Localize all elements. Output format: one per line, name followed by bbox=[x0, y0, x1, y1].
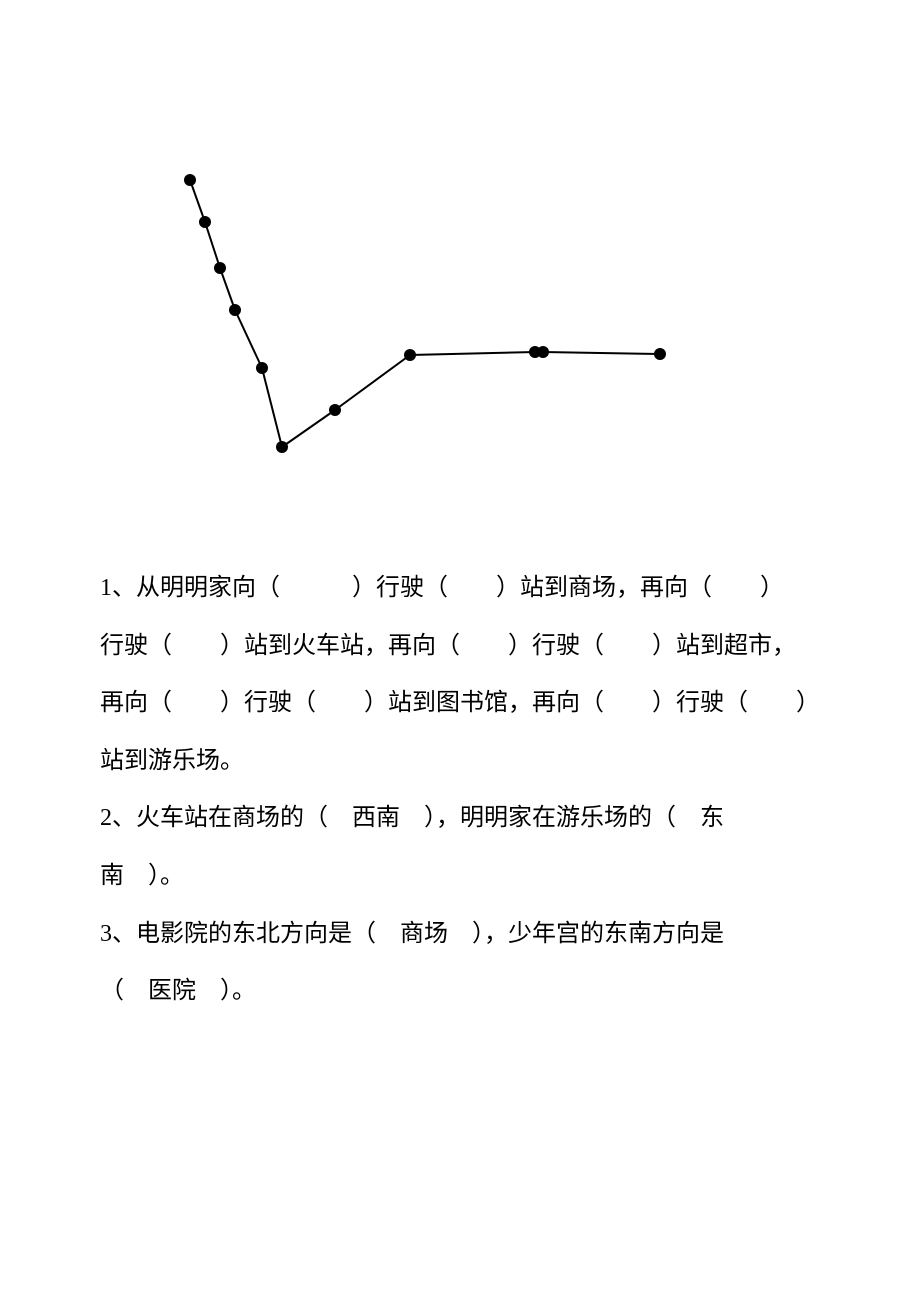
blank bbox=[172, 675, 220, 733]
q1-l4: 站到游乐场。 bbox=[100, 748, 244, 774]
q1-l3-seg2: ）站到图书馆，再向（ bbox=[364, 690, 604, 716]
q2-answer1: 西南 bbox=[352, 805, 400, 831]
route-node bbox=[256, 362, 268, 374]
q1-l2-seg3: ）站到超市， bbox=[652, 633, 796, 659]
route-node bbox=[404, 349, 416, 361]
q3-prefix: 3、电影院的东北方向是（ bbox=[100, 921, 376, 947]
route-node bbox=[199, 216, 211, 228]
q1-prefix: 1、从明明家向（ bbox=[100, 575, 280, 601]
q3-l2-suffix: ）。 bbox=[220, 978, 256, 1004]
blank bbox=[172, 618, 220, 676]
q3-mid: ），少年宫的东南方向是 bbox=[472, 921, 724, 947]
route-node bbox=[276, 441, 288, 453]
route-edge bbox=[205, 222, 220, 268]
q1-l3-prefix: 再向（ bbox=[100, 690, 172, 716]
blank bbox=[676, 790, 700, 848]
question-1-line-1: 1、从明明家向（ ）行驶（ ）站到商场，再向（ ） bbox=[100, 560, 820, 618]
question-1-line-3: 再向（ ）行驶（ ）站到图书馆，再向（ ）行驶（ ） bbox=[100, 675, 820, 733]
blank bbox=[280, 560, 352, 618]
question-3-line-1: 3、电影院的东北方向是（ 商场 ），少年宫的东南方向是 bbox=[100, 906, 820, 964]
blank bbox=[604, 618, 652, 676]
q3-l2-prefix: （ bbox=[100, 978, 124, 1004]
q1-l2-seg1: ）站到火车站，再向（ bbox=[220, 633, 460, 659]
q1-seg3: ） bbox=[760, 575, 784, 601]
q3-answer1: 商场 bbox=[400, 921, 448, 947]
question-2-line-2: 南 ）。 bbox=[100, 848, 820, 906]
route-node bbox=[214, 262, 226, 274]
q2-l2-answer: 南 bbox=[100, 863, 124, 889]
blank bbox=[316, 675, 364, 733]
blank bbox=[124, 963, 148, 1021]
blank bbox=[460, 618, 508, 676]
route-node bbox=[329, 404, 341, 416]
q1-l2-seg2: ）行驶（ bbox=[508, 633, 604, 659]
route-edge bbox=[543, 352, 660, 354]
blank bbox=[124, 848, 148, 906]
q1-l2-prefix: 行驶（ bbox=[100, 633, 172, 659]
route-edge bbox=[190, 180, 205, 222]
q1-seg1: ）行驶（ bbox=[352, 575, 448, 601]
blank bbox=[448, 906, 472, 964]
blank bbox=[604, 675, 652, 733]
blank bbox=[400, 790, 424, 848]
q2-prefix: 2、火车站在商场的（ bbox=[100, 805, 328, 831]
blank bbox=[328, 790, 352, 848]
route-edge bbox=[282, 410, 335, 447]
q1-l3-seg1: ）行驶（ bbox=[220, 690, 316, 716]
route-node bbox=[184, 174, 196, 186]
q1-l3-seg3: ）行驶（ bbox=[652, 690, 748, 716]
q1-seg2: ）站到商场，再向（ bbox=[496, 575, 712, 601]
blank bbox=[376, 906, 400, 964]
blank bbox=[196, 963, 220, 1021]
q2-l2-suffix: ）。 bbox=[148, 863, 184, 889]
q2-answer2: 东 bbox=[700, 805, 724, 831]
route-edge bbox=[235, 310, 262, 368]
route-edge bbox=[335, 355, 410, 410]
route-node bbox=[654, 348, 666, 360]
question-1-line-2: 行驶（ ）站到火车站，再向（ ）行驶（ ）站到超市， bbox=[100, 618, 820, 676]
question-2-line-1: 2、火车站在商场的（ 西南 ），明明家在游乐场的（ 东 bbox=[100, 790, 820, 848]
route-diagram bbox=[0, 0, 920, 500]
route-edge bbox=[262, 368, 282, 447]
q3-answer2: 医院 bbox=[148, 978, 196, 1004]
blank bbox=[448, 560, 496, 618]
q2-mid: ），明明家在游乐场的（ bbox=[424, 805, 676, 831]
blank bbox=[712, 560, 760, 618]
route-node bbox=[537, 346, 549, 358]
route-node bbox=[229, 304, 241, 316]
questions-section: 1、从明明家向（ ）行驶（ ）站到商场，再向（ ） 行驶（ ）站到火车站，再向（… bbox=[0, 500, 920, 1021]
route-edge bbox=[220, 268, 235, 310]
diagram-svg bbox=[0, 0, 920, 500]
blank bbox=[748, 675, 796, 733]
q1-l3-seg4: ） bbox=[796, 690, 820, 716]
route-edge bbox=[410, 352, 535, 355]
question-1-line-4: 站到游乐场。 bbox=[100, 733, 820, 791]
question-3-line-2: （ 医院 ）。 bbox=[100, 963, 820, 1021]
